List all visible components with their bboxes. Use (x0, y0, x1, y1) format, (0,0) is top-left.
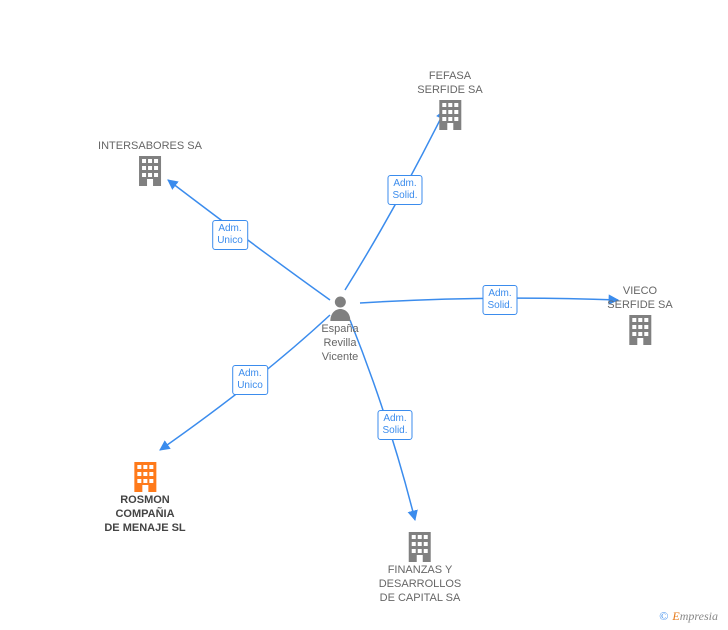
building-icon (417, 98, 482, 130)
node-label: VIECO SERFIDE SA (607, 285, 672, 313)
copyright-symbol: © (659, 609, 668, 623)
building-icon (607, 313, 672, 345)
node-vieco: VIECO SERFIDE SA (607, 285, 672, 347)
node-rosmon: ROSMON COMPAÑIA DE MENAJE SL (104, 460, 185, 535)
diagram-canvas: España Revilla Vicente INTERSABORES SA FE… (0, 0, 728, 630)
edge-label-intersabores: Adm. Unico (212, 220, 248, 250)
node-intersabores: INTERSABORES SA (98, 140, 202, 188)
person-icon (321, 295, 358, 321)
edge-label-rosmon: Adm. Unico (232, 365, 268, 395)
node-label: FINANZAS Y DESARROLLOS DE CAPITAL SA (379, 564, 462, 605)
node-label: ROSMON COMPAÑIA DE MENAJE SL (104, 494, 185, 535)
building-icon (104, 460, 185, 492)
edge-label-fefasa: Adm. Solid. (387, 175, 422, 205)
node-fefasa: FEFASA SERFIDE SA (417, 70, 482, 132)
brand-first-letter: E (672, 609, 679, 623)
center-person-node: España Revilla Vicente (321, 295, 358, 364)
building-icon (98, 154, 202, 186)
building-icon (379, 530, 462, 562)
watermark: © Empresia (659, 609, 718, 624)
node-label: INTERSABORES SA (98, 140, 202, 154)
center-label: España Revilla Vicente (321, 323, 358, 364)
node-label: FEFASA SERFIDE SA (417, 70, 482, 98)
edge-label-finanzas: Adm. Solid. (377, 410, 412, 440)
brand-rest: mpresia (680, 609, 718, 623)
edge-intersabores (168, 180, 330, 300)
node-finanzas: FINANZAS Y DESARROLLOS DE CAPITAL SA (379, 530, 462, 605)
edge-label-vieco: Adm. Solid. (482, 285, 517, 315)
